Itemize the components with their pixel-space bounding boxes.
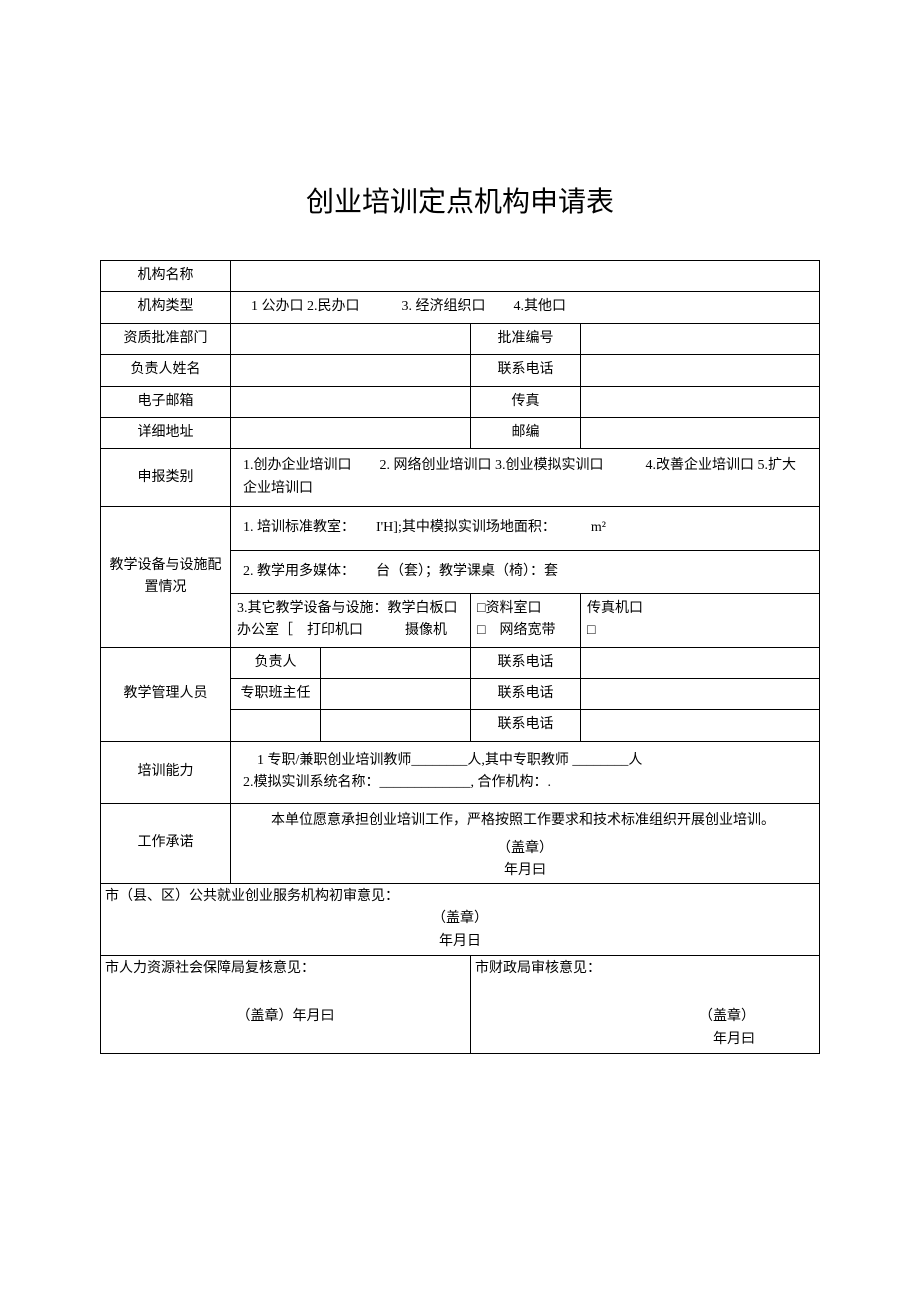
review1-label: 市（县、区）公共就业创业服务机构初审意见： bbox=[105, 886, 815, 908]
label-fax: 传真 bbox=[471, 386, 581, 417]
field-email[interactable] bbox=[231, 386, 471, 417]
field-mgmt-role3-name[interactable] bbox=[321, 710, 471, 741]
field-commitment: 本单位愿意承担创业培训工作，严格按照工作要求和技术标准组织开展创业培训。 （盖章… bbox=[231, 803, 820, 883]
label-email: 电子邮箱 bbox=[101, 386, 231, 417]
label-address: 详细地址 bbox=[101, 417, 231, 448]
review3-label: 市财政局审核意见： bbox=[475, 958, 815, 980]
review1-date: 年月日 bbox=[105, 931, 815, 953]
field-address[interactable] bbox=[231, 417, 471, 448]
table-row: 机构类型 1 公办口 2.民办口 3. 经济组织口 4.其他口 bbox=[101, 292, 820, 323]
field-approve-dept[interactable] bbox=[231, 323, 471, 354]
table-row: 培训能力 1 专职/兼职创业培训教师________人,其中专职教师 _____… bbox=[101, 741, 820, 803]
review1-seal: （盖章） bbox=[105, 908, 815, 930]
label-phone: 联系电话 bbox=[471, 355, 581, 386]
review3-seal: （盖章） bbox=[475, 1006, 815, 1028]
field-facility-line1: 1. 培训标准教室： I'H];其中模拟实训场地面积： m² bbox=[231, 507, 820, 550]
review2-cell: 市人力资源社会保障局复核意见： （盖章）年月曰 bbox=[101, 955, 471, 1053]
review1-cell: 市（县、区）公共就业创业服务机构初审意见： （盖章） 年月日 bbox=[101, 883, 820, 955]
label-mgmt-role1: 负责人 bbox=[231, 647, 321, 678]
field-mgmt-phone2[interactable] bbox=[581, 679, 820, 710]
field-responsible-name[interactable] bbox=[231, 355, 471, 386]
field-apply-type[interactable]: 1.创办企业培训口 2. 网络创业培训口 3.创业模拟实训口 4.改善企业培训口… bbox=[231, 449, 820, 507]
field-mgmt-role1-name[interactable] bbox=[321, 647, 471, 678]
table-row: 电子邮箱 传真 bbox=[101, 386, 820, 417]
label-mgmt-role2: 专职班主任 bbox=[231, 679, 321, 710]
commitment-seal: （盖章） bbox=[231, 838, 819, 860]
table-row: 教学设备与设施配置情况 1. 培训标准教室： I'H];其中模拟实训场地面积： … bbox=[101, 507, 820, 550]
field-facility-line2: 2. 教学用多媒体： 台（套）；教学课桌（椅）：套 bbox=[231, 550, 820, 593]
field-facility-line3c: 传真机口 □ bbox=[581, 593, 820, 647]
field-org-type[interactable]: 1 公办口 2.民办口 3. 经济组织口 4.其他口 bbox=[231, 292, 820, 323]
label-responsible-name: 负责人姓名 bbox=[101, 355, 231, 386]
table-row: 教学管理人员 负责人 联系电话 bbox=[101, 647, 820, 678]
table-row: 详细地址 邮编 bbox=[101, 417, 820, 448]
commitment-date: 年月曰 bbox=[231, 860, 819, 882]
label-mgmt-phone3: 联系电话 bbox=[471, 710, 581, 741]
table-row: 负责人姓名 联系电话 bbox=[101, 355, 820, 386]
label-org-type: 机构类型 bbox=[101, 292, 231, 323]
field-mgmt-phone1[interactable] bbox=[581, 647, 820, 678]
application-form-table: 机构名称 机构类型 1 公办口 2.民办口 3. 经济组织口 4.其他口 资质批… bbox=[100, 260, 820, 1054]
table-row: 申报类别 1.创办企业培训口 2. 网络创业培训口 3.创业模拟实训口 4.改善… bbox=[101, 449, 820, 507]
label-mgmt: 教学管理人员 bbox=[101, 647, 231, 741]
label-approve-dept: 资质批准部门 bbox=[101, 323, 231, 354]
field-phone[interactable] bbox=[581, 355, 820, 386]
field-fax[interactable] bbox=[581, 386, 820, 417]
table-row: 机构名称 bbox=[101, 261, 820, 292]
table-row: 市（县、区）公共就业创业服务机构初审意见： （盖章） 年月日 bbox=[101, 883, 820, 955]
field-org-name[interactable] bbox=[231, 261, 820, 292]
commitment-text: 本单位愿意承担创业培训工作，严格按照工作要求和技术标准组织开展创业培训。 bbox=[231, 810, 819, 832]
field-approve-no[interactable] bbox=[581, 323, 820, 354]
label-facility: 教学设备与设施配置情况 bbox=[101, 507, 231, 648]
field-facility-line3a: 3.其它教学设备与设施：教学白板口 办公室［ 打印机口 摄像机 bbox=[231, 593, 471, 647]
table-row: 资质批准部门 批准编号 bbox=[101, 323, 820, 354]
field-facility-line3b: □资料室口 □ 网络宽带 bbox=[471, 593, 581, 647]
label-org-name: 机构名称 bbox=[101, 261, 231, 292]
label-capacity: 培训能力 bbox=[101, 741, 231, 803]
label-apply-type: 申报类别 bbox=[101, 449, 231, 507]
review2-seal-date: （盖章）年月曰 bbox=[105, 1006, 466, 1028]
field-postcode[interactable] bbox=[581, 417, 820, 448]
table-row: 工作承诺 本单位愿意承担创业培训工作，严格按照工作要求和技术标准组织开展创业培训… bbox=[101, 803, 820, 883]
review3-date: 年月曰 bbox=[475, 1029, 815, 1051]
page-title: 创业培训定点机构申请表 bbox=[100, 180, 820, 220]
label-commitment: 工作承诺 bbox=[101, 803, 231, 883]
review3-cell: 市财政局审核意见： （盖章） 年月曰 bbox=[471, 955, 820, 1053]
label-mgmt-phone1: 联系电话 bbox=[471, 647, 581, 678]
label-postcode: 邮编 bbox=[471, 417, 581, 448]
field-mgmt-role2-name[interactable] bbox=[321, 679, 471, 710]
label-approve-no: 批准编号 bbox=[471, 323, 581, 354]
review2-label: 市人力资源社会保障局复核意见： bbox=[105, 958, 466, 980]
label-mgmt-phone2: 联系电话 bbox=[471, 679, 581, 710]
field-mgmt-role3[interactable] bbox=[231, 710, 321, 741]
table-row: 市人力资源社会保障局复核意见： （盖章）年月曰 市财政局审核意见： （盖章） 年… bbox=[101, 955, 820, 1053]
field-mgmt-phone3[interactable] bbox=[581, 710, 820, 741]
field-capacity: 1 专职/兼职创业培训教师________人,其中专职教师 ________人 … bbox=[231, 741, 820, 803]
